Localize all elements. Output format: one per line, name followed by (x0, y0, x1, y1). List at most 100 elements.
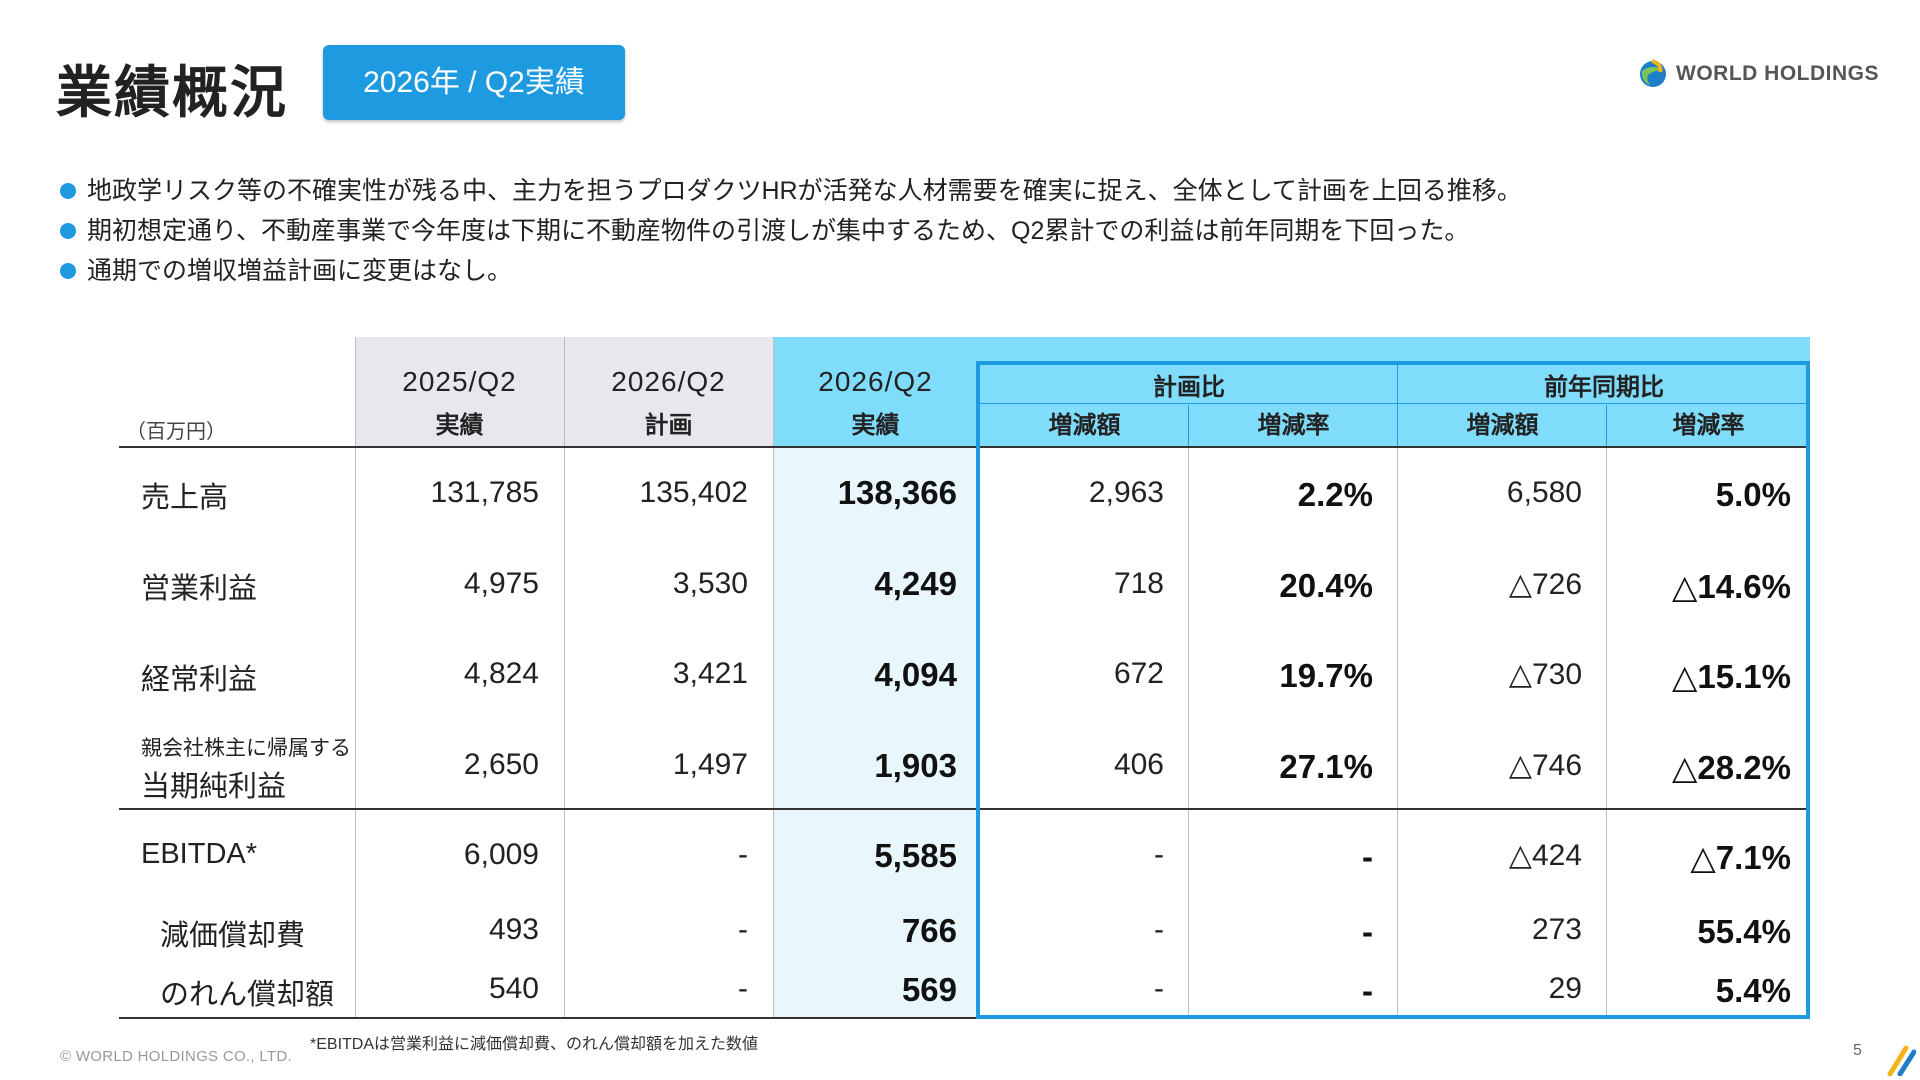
footnote: *EBITDAは営業利益に減価償却費、のれん償却額を加えた数値 (310, 1036, 759, 1053)
bullet-dot-icon (60, 183, 76, 199)
row-label-sales: 売上高 (141, 482, 229, 514)
cell-value: 3,530 (672, 567, 748, 600)
cell-value: 672 (1113, 657, 1164, 690)
bullet-item: 地政学リスク等の不確実性が残る中、主力を担うプロダクツHRが活発な人材需要を確実… (60, 171, 1522, 211)
logo-text: WORLD HOLDINGS (1676, 62, 1879, 85)
col-header-year-2025: 2025/Q2 (402, 366, 517, 397)
cell-value-rate: 27.1% (1279, 748, 1373, 785)
header-sub-divider (1188, 405, 1189, 447)
row-label-goodwill-amortization: のれん償却額 (160, 979, 335, 1011)
cell-value-actual: 4,249 (874, 565, 957, 602)
row-label-net-income-prefix: 親会社株主に帰属する (141, 737, 351, 760)
cell-value-actual: 569 (901, 971, 957, 1008)
cell-value-actual: 4,094 (874, 656, 957, 693)
cell-value: 4,975 (463, 567, 539, 600)
cell-value: 4,824 (463, 657, 539, 690)
col-header-sub-plan: 計画 (644, 412, 693, 439)
cell-value: - (738, 913, 748, 946)
col-header-prev-rate: 増減率 (1672, 412, 1745, 439)
cell-value: - (1154, 838, 1164, 871)
header-bottom-line (119, 446, 1810, 448)
cell-value: - (738, 972, 748, 1005)
cell-value: 493 (488, 913, 539, 946)
grid-line (1606, 447, 1607, 1019)
section-divider-line (119, 808, 1810, 810)
cell-value-actual: 1,903 (874, 747, 957, 784)
col-header-prev-amount: 増減額 (1466, 412, 1539, 439)
copyright: © WORLD HOLDINGS CO., LTD. (60, 1048, 292, 1065)
cell-value-rate: - (1362, 972, 1373, 1009)
cell-value: 3,421 (672, 657, 748, 690)
page-title: 業績概況 (56, 61, 288, 124)
cell-value-rate: 5.0% (1715, 476, 1791, 513)
cell-value: 2,650 (463, 748, 539, 781)
row-label-ordinary-income: 経常利益 (141, 664, 258, 696)
grid-line (1397, 447, 1398, 1019)
globe-logo-icon (1640, 59, 1666, 87)
cell-value-actual: 138,366 (837, 474, 957, 511)
col-header-plan-amount: 増減額 (1048, 412, 1121, 439)
col-header-plan-rate: 増減率 (1257, 412, 1330, 439)
bullet-dot-icon (60, 223, 76, 239)
cell-value: 2,963 (1088, 476, 1164, 509)
cell-value: 406 (1113, 748, 1164, 781)
summary-bullets: 地政学リスク等の不確実性が残る中、主力を担うプロダクツHRが活発な人材需要を確実… (60, 171, 1522, 291)
cell-value-rate: 55.4% (1697, 913, 1791, 950)
cell-value: 6,009 (463, 838, 539, 871)
header-bg-plan (564, 337, 773, 447)
cell-value: 1,497 (672, 748, 748, 781)
group-header-plan: 計画比 (1153, 374, 1225, 401)
header-bg-2025 (355, 337, 564, 447)
cell-value-rate: 19.7% (1279, 657, 1373, 694)
col-header-year-plan: 2026/Q2 (611, 366, 726, 397)
grid-line (1188, 447, 1189, 1019)
cell-value-rate: △7.1% (1690, 839, 1791, 876)
col-header-sub-2025: 実績 (435, 412, 484, 439)
header-sub-divider (1606, 405, 1607, 447)
cell-value-rate: - (1362, 838, 1373, 875)
bullet-dot-icon (60, 263, 76, 279)
cell-value: - (1154, 913, 1164, 946)
period-badge: 2026年 / Q2実績 (323, 45, 625, 120)
cell-value: 718 (1113, 567, 1164, 600)
cell-value: - (1154, 972, 1164, 1005)
corner-slash-icon (1887, 1045, 1916, 1076)
page-number: 5 (1853, 1042, 1862, 1059)
grid-line (773, 337, 774, 1019)
cell-value: - (738, 838, 748, 871)
header-bg-actual (773, 337, 1810, 447)
cell-value: 6,580 (1506, 476, 1582, 509)
cell-value-rate: △14.6% (1672, 568, 1791, 605)
cell-value: △424 (1508, 839, 1582, 872)
row-label-net-income: 当期純利益 (141, 771, 287, 803)
group-header-prev: 前年同期比 (1544, 374, 1664, 401)
cell-value-rate: 5.4% (1715, 972, 1791, 1009)
cell-value: 135,402 (639, 476, 748, 509)
bullet-item: 期初想定通り、不動産事業で今年度は下期に不動産物件の引渡しが集中するため、Q2累… (60, 211, 1522, 251)
row-label-depreciation: 減価償却費 (160, 920, 306, 952)
table-bottom-line (119, 1017, 1810, 1019)
cell-value-actual: 766 (901, 912, 957, 949)
cell-value: △730 (1508, 658, 1582, 691)
header-group-divider (1397, 365, 1398, 447)
actual-column-bg (773, 447, 978, 1019)
cell-value-rate: 2.2% (1297, 476, 1373, 513)
row-label-ebitda: EBITDA* (141, 838, 258, 870)
col-header-year-actual: 2026/Q2 (818, 366, 933, 397)
cell-value-rate: △28.2% (1672, 749, 1791, 786)
cell-value: 273 (1531, 913, 1582, 946)
cell-value-actual: 5,585 (874, 837, 957, 874)
cell-value: △726 (1508, 568, 1582, 601)
grid-line (564, 337, 565, 1019)
company-logo: WORLD HOLDINGS (1638, 56, 1879, 92)
header-divider (980, 403, 1810, 404)
cell-value-rate: - (1362, 913, 1373, 950)
cell-value-rate: △15.1% (1672, 658, 1791, 695)
cell-value: 131,785 (430, 476, 539, 509)
cell-value-rate: 20.4% (1279, 567, 1373, 604)
grid-line (355, 337, 356, 1019)
cell-value: △746 (1508, 749, 1582, 782)
unit-label: （百万円） (126, 421, 226, 443)
cell-value: 540 (488, 972, 539, 1005)
bullet-item: 通期での増収増益計画に変更はなし。 (60, 251, 1522, 291)
